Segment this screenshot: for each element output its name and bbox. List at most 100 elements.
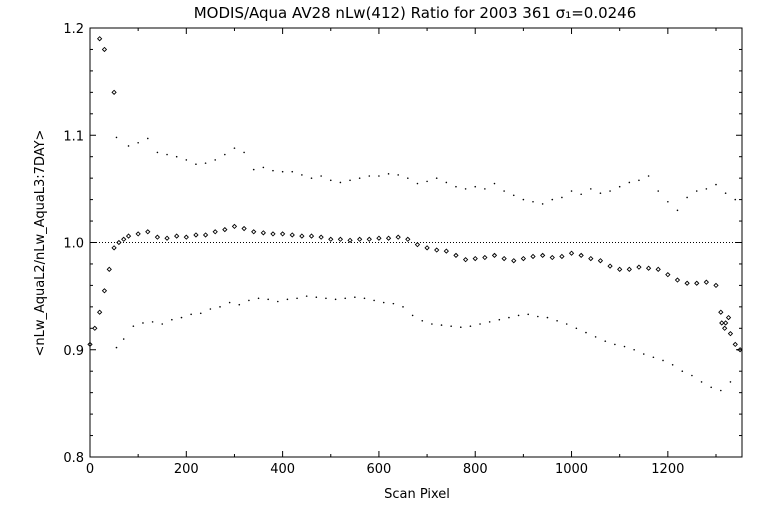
data-point bbox=[195, 163, 197, 166]
data-point bbox=[607, 263, 613, 269]
data-point bbox=[180, 316, 183, 319]
data-point bbox=[710, 386, 712, 389]
data-point bbox=[137, 141, 139, 144]
data-point bbox=[511, 258, 517, 264]
data-point bbox=[276, 300, 279, 303]
data-point bbox=[588, 255, 594, 262]
data-point bbox=[204, 162, 207, 164]
data-point bbox=[122, 338, 125, 340]
data-point bbox=[257, 297, 260, 300]
data-point bbox=[248, 299, 250, 302]
x-tick-label: 200 bbox=[174, 462, 199, 477]
data-point bbox=[618, 185, 621, 188]
data-point bbox=[106, 266, 112, 272]
x-axis-label: Scan Pixel bbox=[384, 487, 450, 502]
data-marks bbox=[87, 36, 743, 392]
data-point bbox=[440, 324, 443, 326]
data-point bbox=[604, 340, 607, 342]
data-point bbox=[493, 182, 496, 185]
data-point bbox=[325, 297, 327, 300]
data-point bbox=[537, 315, 539, 318]
data-point bbox=[92, 325, 98, 331]
data-point bbox=[272, 169, 274, 172]
data-point bbox=[737, 347, 743, 353]
data-point bbox=[720, 389, 722, 392]
x-tick-label: 1000 bbox=[555, 462, 588, 477]
series-2 bbox=[115, 136, 737, 212]
data-point bbox=[455, 185, 457, 188]
data-point bbox=[373, 299, 375, 302]
data-point bbox=[219, 306, 221, 308]
data-point bbox=[318, 234, 324, 240]
x-tick-label: 400 bbox=[270, 462, 295, 477]
data-point bbox=[243, 151, 245, 154]
data-point bbox=[270, 231, 276, 237]
data-point bbox=[154, 234, 161, 240]
x-tick-label: 800 bbox=[463, 462, 488, 477]
y-tick-label: 1.1 bbox=[63, 129, 84, 144]
x-tick-label: 0 bbox=[86, 462, 94, 477]
data-point bbox=[609, 190, 611, 192]
y-axis-label: <nLw_AquaL2/nLw_AquaL3:7DAY> bbox=[33, 130, 48, 357]
data-point bbox=[695, 190, 698, 192]
outlier-point bbox=[722, 325, 728, 331]
data-point bbox=[357, 236, 363, 242]
data-point bbox=[662, 359, 664, 362]
data-point bbox=[238, 303, 241, 306]
data-point bbox=[281, 170, 284, 173]
data-point bbox=[585, 331, 587, 334]
outlier-point bbox=[725, 314, 732, 321]
data-point bbox=[520, 255, 527, 262]
data-point bbox=[694, 280, 700, 286]
data-point bbox=[378, 175, 380, 177]
data-point bbox=[597, 258, 604, 264]
data-point bbox=[491, 252, 498, 259]
data-point bbox=[315, 296, 318, 298]
data-point bbox=[127, 145, 130, 147]
data-point bbox=[224, 153, 226, 156]
data-point bbox=[424, 245, 430, 251]
axis-ticks: 0 200 400 600 800 1000 1200 0.8 0.9 1.0 1.1 1.2 bbox=[63, 22, 742, 477]
data-point bbox=[431, 323, 433, 325]
data-point bbox=[617, 266, 623, 272]
data-point bbox=[161, 323, 164, 325]
data-point bbox=[142, 322, 144, 324]
data-point bbox=[183, 234, 189, 240]
data-point bbox=[681, 370, 684, 373]
outlier-point bbox=[719, 320, 725, 326]
data-point bbox=[115, 136, 118, 139]
data-point bbox=[599, 192, 602, 194]
data-point bbox=[729, 381, 732, 383]
data-point bbox=[570, 190, 573, 192]
data-point bbox=[414, 242, 421, 248]
data-point bbox=[305, 295, 308, 297]
data-point bbox=[691, 374, 693, 377]
data-point bbox=[411, 314, 414, 317]
data-point bbox=[308, 233, 315, 239]
data-point bbox=[665, 272, 671, 278]
data-point bbox=[655, 266, 661, 272]
data-point bbox=[559, 253, 565, 260]
data-point bbox=[96, 309, 103, 315]
outlier-point bbox=[101, 46, 108, 53]
data-point bbox=[474, 185, 477, 188]
data-point bbox=[185, 159, 188, 161]
data-point bbox=[727, 331, 734, 337]
x-tick-label: 1200 bbox=[651, 462, 684, 477]
data-point bbox=[482, 254, 488, 261]
data-point bbox=[722, 320, 729, 326]
data-point bbox=[512, 194, 515, 197]
data-point bbox=[397, 174, 399, 176]
data-point bbox=[684, 280, 690, 286]
series-1 bbox=[87, 36, 743, 353]
y-tick-label: 1.2 bbox=[63, 22, 84, 37]
y-tick-label: 0.8 bbox=[63, 451, 84, 466]
series-3 bbox=[115, 295, 739, 392]
data-point bbox=[508, 316, 510, 319]
data-point bbox=[628, 181, 631, 184]
data-point bbox=[647, 175, 650, 177]
data-point bbox=[565, 323, 568, 325]
data-point bbox=[626, 266, 632, 272]
data-point bbox=[339, 181, 342, 184]
